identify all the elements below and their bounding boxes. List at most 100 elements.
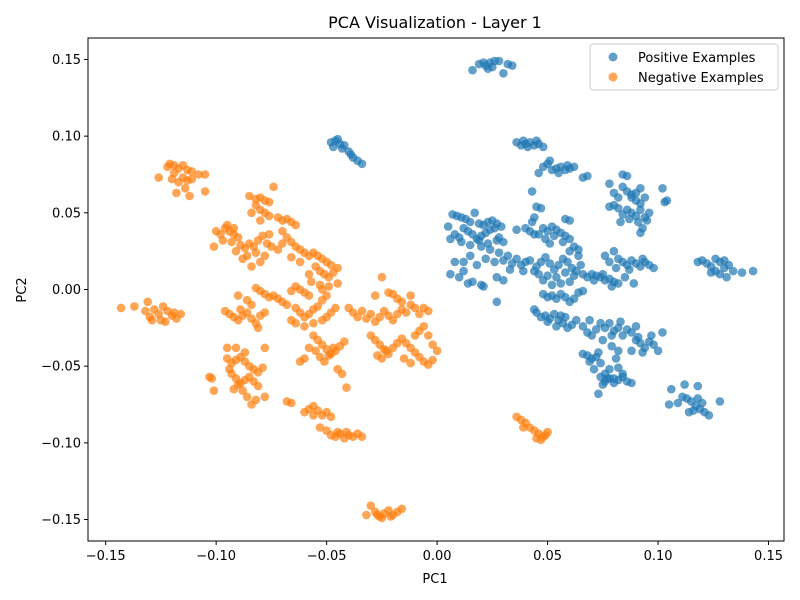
- data-point: [176, 309, 186, 319]
- data-point: [247, 300, 256, 310]
- data-point: [446, 269, 455, 279]
- data-point: [472, 260, 482, 270]
- data-point: [505, 265, 515, 274]
- data-point: [649, 340, 658, 350]
- data-point: [658, 184, 667, 193]
- legend-box: [589, 43, 779, 91]
- data-point: [620, 272, 630, 282]
- data-point: [353, 312, 362, 322]
- x-tick-label: −0.15: [86, 549, 126, 564]
- data-point: [424, 306, 433, 316]
- points-layer: [116, 56, 758, 523]
- data-point: [238, 386, 247, 396]
- data-point: [209, 242, 219, 251]
- data-point: [388, 315, 398, 325]
- data-point: [209, 386, 219, 396]
- data-point: [561, 268, 570, 277]
- data-point: [247, 262, 256, 271]
- data-point: [406, 291, 415, 300]
- data-point: [147, 315, 157, 325]
- data-point: [222, 220, 232, 230]
- data-point: [715, 397, 725, 406]
- data-point: [309, 318, 318, 328]
- data-point: [527, 217, 537, 227]
- data-point: [532, 136, 541, 145]
- data-point: [748, 266, 758, 276]
- data-point: [638, 254, 647, 264]
- data-point: [499, 276, 508, 285]
- data-point: [333, 134, 343, 144]
- data-point: [340, 337, 349, 346]
- y-tick-label: 0.10: [52, 130, 81, 145]
- data-point: [264, 230, 274, 239]
- data-point: [377, 272, 387, 282]
- data-point: [399, 354, 409, 363]
- data-point: [596, 358, 605, 368]
- data-point: [563, 161, 572, 170]
- series-positive: [326, 56, 758, 420]
- data-point: [255, 257, 265, 267]
- data-point: [273, 245, 283, 254]
- data-point: [585, 357, 594, 366]
- data-point: [258, 231, 267, 241]
- data-point: [541, 430, 550, 440]
- data-point: [667, 384, 676, 394]
- data-point: [541, 252, 550, 262]
- data-point: [565, 216, 574, 225]
- data-point: [536, 203, 546, 213]
- data-point: [563, 257, 572, 267]
- data-point: [574, 245, 583, 254]
- data-point: [616, 317, 625, 327]
- data-point: [622, 171, 632, 181]
- y-tick-label: 0.00: [52, 283, 81, 298]
- data-point: [519, 136, 528, 145]
- data-point: [636, 228, 645, 238]
- data-point: [143, 297, 152, 307]
- data-point: [631, 188, 641, 198]
- data-point: [658, 328, 667, 337]
- data-point: [231, 343, 241, 353]
- data-point: [333, 263, 343, 273]
- data-point: [264, 211, 274, 221]
- data-point: [167, 174, 177, 184]
- data-point: [324, 282, 334, 291]
- data-point: [512, 225, 521, 234]
- legend-marker-negative: [608, 72, 618, 82]
- data-point: [576, 260, 585, 270]
- data-point: [465, 217, 475, 227]
- data-point: [678, 392, 687, 402]
- data-point: [647, 331, 656, 340]
- data-point: [523, 142, 532, 152]
- data-point: [187, 174, 197, 184]
- data-point: [443, 222, 453, 231]
- y-tick-label: 0.15: [52, 53, 81, 68]
- data-point: [594, 348, 603, 357]
- data-point: [598, 269, 608, 279]
- data-point: [594, 389, 603, 399]
- data-point: [554, 168, 563, 178]
- data-point: [251, 395, 261, 405]
- data-point: [264, 197, 274, 207]
- legend-label-negative: Negative Examples: [638, 71, 764, 86]
- x-tick-label: 0.10: [644, 549, 673, 564]
- data-point: [459, 257, 468, 267]
- data-point: [614, 346, 623, 356]
- data-point: [337, 369, 347, 379]
- data-point: [492, 297, 502, 307]
- data-point: [680, 380, 689, 389]
- data-point: [492, 272, 502, 282]
- data-point: [317, 285, 327, 294]
- data-point: [247, 208, 256, 218]
- data-point: [253, 323, 263, 333]
- data-point: [642, 216, 652, 225]
- data-point: [311, 346, 320, 356]
- data-point: [494, 248, 504, 257]
- data-point: [519, 266, 528, 276]
- data-point: [530, 266, 539, 276]
- data-point: [313, 302, 323, 311]
- data-point: [689, 406, 698, 415]
- data-point: [242, 392, 252, 402]
- data-point: [229, 223, 239, 233]
- data-point: [322, 291, 331, 300]
- data-point: [545, 239, 555, 248]
